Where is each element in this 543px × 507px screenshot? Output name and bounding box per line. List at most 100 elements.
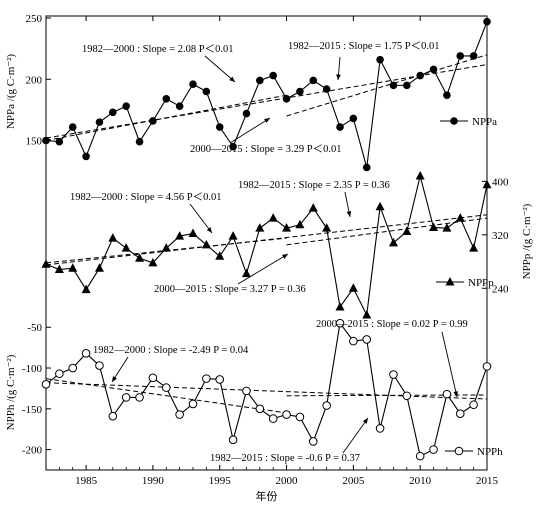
data-point bbox=[215, 123, 224, 131]
data-point bbox=[188, 399, 198, 409]
legend-marker bbox=[454, 446, 464, 456]
data-point bbox=[388, 237, 398, 247]
data-point bbox=[81, 284, 91, 294]
data-point bbox=[322, 401, 331, 410]
legend-marker bbox=[450, 117, 458, 125]
data-point bbox=[149, 117, 157, 125]
data-point bbox=[161, 383, 171, 392]
data-point bbox=[375, 201, 385, 211]
trend-annotation: 1982—2000 : Slope = 4.56 P＜0.01 bbox=[70, 192, 221, 203]
annotation-arrowhead bbox=[264, 118, 270, 123]
trend-annotation: 1982—2000 : Slope = -2.49 P = 0.04 bbox=[93, 345, 249, 356]
data-point bbox=[108, 233, 118, 242]
data-point bbox=[349, 114, 358, 123]
trend-annotation: 1982—2000 : Slope = 2.08 P＜0.01 bbox=[82, 44, 233, 55]
annotation-arrowhead bbox=[229, 76, 235, 82]
y-axis-label: NPPh /(g C·m⁻²) bbox=[5, 354, 17, 430]
data-point bbox=[455, 213, 465, 222]
data-point bbox=[241, 268, 251, 278]
data-point bbox=[349, 336, 358, 346]
series-line-NPPp bbox=[45, 175, 488, 317]
data-point bbox=[122, 102, 130, 110]
plot-frame bbox=[45, 15, 488, 471]
data-point bbox=[442, 223, 452, 232]
trend-annotation: 2000—2015 : Slope = 3.29 P＜0.01 bbox=[190, 144, 341, 155]
data-point bbox=[135, 393, 144, 402]
x-tick-label: 2000 bbox=[276, 475, 299, 487]
data-point bbox=[402, 391, 412, 401]
data-point bbox=[482, 362, 492, 371]
x-tick-label: 2010 bbox=[409, 475, 432, 487]
series-line-NPPh bbox=[45, 321, 488, 457]
data-point bbox=[308, 203, 318, 212]
data-point bbox=[148, 257, 158, 267]
y-tick-label: -100 bbox=[22, 363, 43, 375]
data-point bbox=[55, 369, 64, 379]
annotation-arrow bbox=[189, 203, 213, 234]
trend-annotation: 2000—2015 : Slope = 0.02 P = 0.99 bbox=[316, 319, 468, 330]
data-point bbox=[483, 17, 491, 26]
x-axis-label: 年份 bbox=[256, 489, 278, 503]
data-point bbox=[175, 410, 184, 419]
annotation-arrowhead bbox=[336, 74, 341, 80]
x-tick-label: 1985 bbox=[75, 475, 98, 487]
data-point bbox=[389, 370, 398, 379]
data-point bbox=[42, 136, 50, 145]
data-point bbox=[269, 71, 277, 80]
y-tick-label: 200 bbox=[26, 74, 43, 86]
data-point bbox=[455, 409, 465, 419]
data-point bbox=[322, 223, 332, 232]
x-tick-label: 1995 bbox=[209, 475, 232, 487]
annotation-arrowhead bbox=[112, 376, 117, 382]
data-point bbox=[189, 80, 197, 88]
data-point bbox=[242, 109, 251, 118]
data-point bbox=[94, 263, 104, 272]
data-point bbox=[268, 213, 278, 222]
x-tick-label: 2015 bbox=[476, 475, 499, 487]
annotation-arrowhead bbox=[282, 254, 288, 259]
trend-annotation: 2000—2015 : Slope = 3.27 P = 0.36 bbox=[154, 284, 306, 295]
data-point bbox=[469, 52, 478, 60]
data-point bbox=[175, 231, 185, 240]
data-point bbox=[322, 85, 331, 93]
y-axis-label: NPPa /(g C·m⁻²) bbox=[5, 54, 17, 129]
data-point bbox=[81, 349, 91, 358]
data-point bbox=[202, 87, 211, 96]
annotation-arrow bbox=[441, 331, 458, 398]
data-point bbox=[336, 123, 344, 131]
data-point bbox=[161, 243, 171, 252]
data-point bbox=[68, 263, 78, 272]
data-point bbox=[255, 404, 265, 414]
trend-line bbox=[45, 214, 488, 266]
y-tick-label: -200 bbox=[22, 445, 43, 457]
data-point bbox=[469, 243, 479, 252]
data-point bbox=[228, 435, 238, 445]
data-point bbox=[309, 76, 318, 85]
y-tick-label: 150 bbox=[26, 136, 43, 148]
data-point bbox=[68, 123, 77, 131]
data-point bbox=[215, 375, 225, 384]
x-tick-label: 1990 bbox=[142, 475, 165, 487]
data-point bbox=[469, 400, 478, 410]
annotation-arrow bbox=[204, 55, 236, 83]
annotation-arrowhead bbox=[362, 418, 368, 424]
legend-label: NPPa bbox=[472, 116, 497, 128]
data-point bbox=[442, 389, 452, 399]
data-point bbox=[55, 137, 64, 146]
data-point bbox=[108, 411, 118, 421]
data-point bbox=[348, 283, 358, 292]
data-point bbox=[429, 65, 438, 74]
data-point bbox=[335, 318, 345, 328]
legend-label: NPPh bbox=[477, 446, 503, 458]
trend-annotation: 1982—2015 : Slope = 2.35 P = 0.36 bbox=[238, 180, 390, 191]
data-point bbox=[201, 239, 211, 249]
data-point bbox=[429, 222, 439, 231]
data-point bbox=[282, 95, 291, 103]
data-point bbox=[256, 76, 264, 85]
data-point bbox=[135, 253, 145, 262]
x-tick-label: 2005 bbox=[342, 475, 365, 487]
trend-line bbox=[45, 382, 488, 400]
data-point bbox=[429, 445, 438, 454]
